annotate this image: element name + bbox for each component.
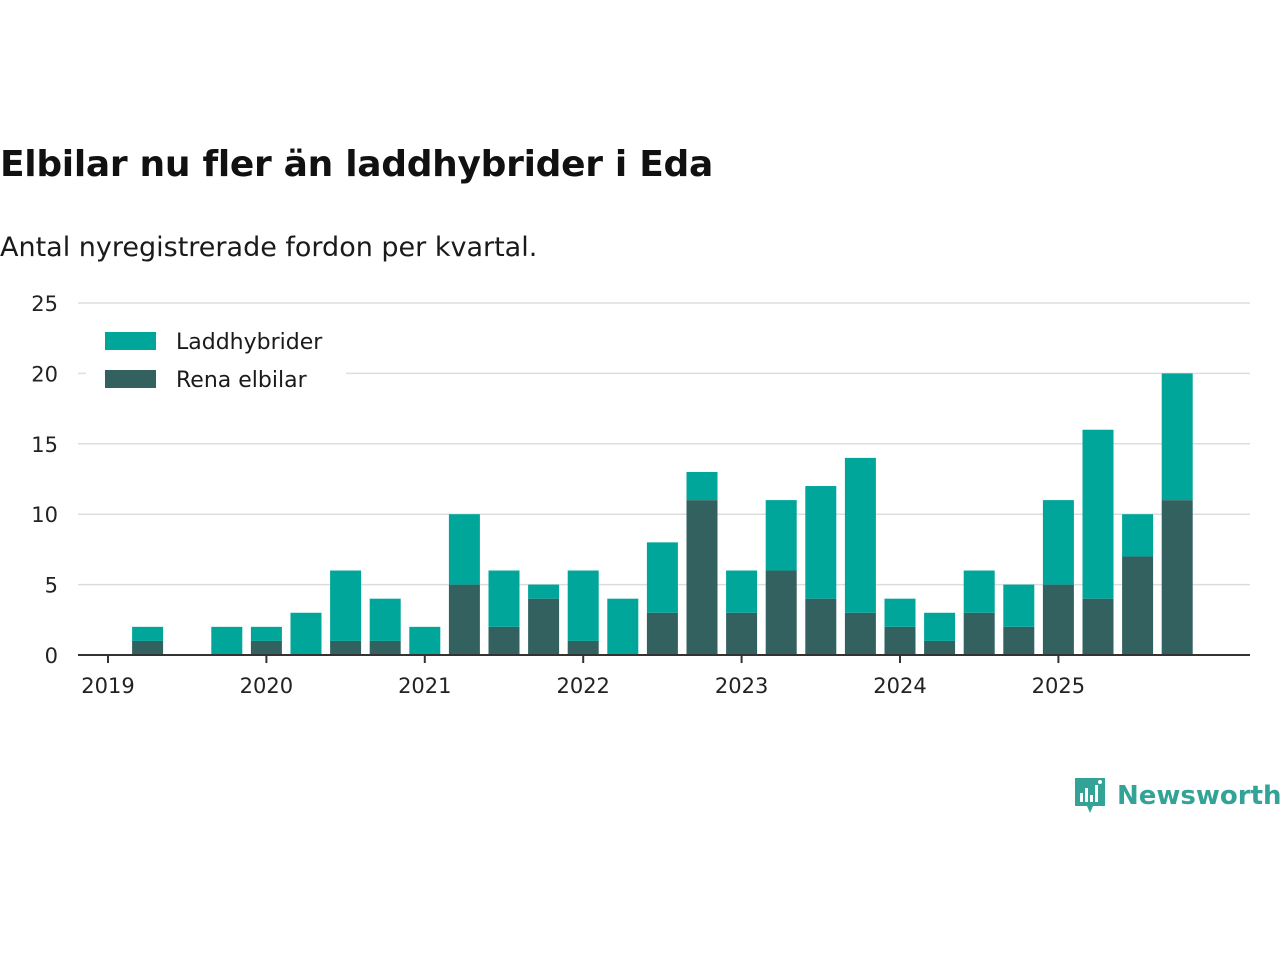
bar-rena-elbilar xyxy=(1042,584,1074,655)
bar-laddhybrider xyxy=(448,514,480,585)
bar-rena-elbilar xyxy=(646,612,678,655)
x-tick-label: 2021 xyxy=(398,674,451,698)
y-tick-label: 25 xyxy=(31,292,58,316)
bar-laddhybrider xyxy=(409,626,441,655)
x-tick-label: 2022 xyxy=(556,674,609,698)
legend-swatch xyxy=(105,332,156,350)
bar-rena-elbilar xyxy=(369,640,401,655)
bar-laddhybrider xyxy=(132,626,164,641)
bar-laddhybrider xyxy=(646,542,678,613)
newsworthy-logo: Newsworthy xyxy=(1073,776,1280,816)
bar-laddhybrider xyxy=(1042,500,1074,585)
y-tick-label: 15 xyxy=(31,433,58,457)
bar-laddhybrider xyxy=(369,598,401,641)
bar-laddhybrider xyxy=(330,570,362,641)
x-tick-label: 2025 xyxy=(1032,674,1085,698)
y-tick-label: 0 xyxy=(45,644,58,668)
bar-rena-elbilar xyxy=(488,626,520,655)
legend-swatch xyxy=(105,370,156,388)
chart-subtitle: Antal nyregistrerade fordon per kvartal. xyxy=(0,232,538,263)
bar-rena-elbilar xyxy=(528,598,560,655)
legend-label: Rena elbilar xyxy=(176,368,308,393)
bar-rena-elbilar xyxy=(1003,626,1035,655)
bar-rena-elbilar xyxy=(1082,598,1114,655)
x-tick-label: 2019 xyxy=(81,674,134,698)
bar-rena-elbilar xyxy=(1161,500,1193,655)
y-tick-label: 20 xyxy=(31,362,58,386)
bar-laddhybrider xyxy=(290,612,322,655)
bar-laddhybrider xyxy=(1082,429,1114,599)
chart-title: Elbilar nu fler än laddhybrider i Eda xyxy=(0,144,713,185)
bar-rena-elbilar xyxy=(726,612,758,655)
bar-laddhybrider xyxy=(884,598,916,627)
bar-laddhybrider xyxy=(765,500,797,571)
legend-label: Laddhybrider xyxy=(176,330,323,355)
bar-rena-elbilar xyxy=(448,584,480,655)
brand-name: Newsworthy xyxy=(1117,781,1280,811)
bar-rena-elbilar xyxy=(330,640,362,655)
bar-rena-elbilar xyxy=(686,500,718,655)
bar-rena-elbilar xyxy=(250,640,282,655)
newsworthy-logo-icon xyxy=(1075,778,1105,813)
bar-rena-elbilar xyxy=(924,640,956,655)
bar-laddhybrider xyxy=(607,598,639,655)
y-tick-label: 10 xyxy=(31,503,58,527)
bar-laddhybrider xyxy=(805,486,837,599)
bar-laddhybrider xyxy=(1003,584,1035,627)
bar-laddhybrider xyxy=(686,471,718,501)
bar-laddhybrider xyxy=(211,626,243,655)
legend: Laddhybrider Rena elbilar xyxy=(86,318,346,402)
bar-laddhybrider xyxy=(726,570,758,613)
bars xyxy=(132,373,1193,655)
y-tick-label: 5 xyxy=(45,574,58,598)
x-tick-label: 2024 xyxy=(873,674,926,698)
x-tick-label: 2023 xyxy=(715,674,768,698)
bar-laddhybrider xyxy=(844,457,876,613)
bar-laddhybrider xyxy=(250,626,282,641)
bar-rena-elbilar xyxy=(844,612,876,655)
bar-rena-elbilar xyxy=(765,570,797,655)
bar-laddhybrider xyxy=(963,570,995,613)
bar-rena-elbilar xyxy=(132,640,164,655)
bar-laddhybrider xyxy=(924,612,956,641)
bar-laddhybrider xyxy=(1161,373,1193,501)
bar-rena-elbilar xyxy=(1122,556,1154,655)
bar-laddhybrider xyxy=(488,570,520,627)
bar-rena-elbilar xyxy=(805,598,837,655)
bar-rena-elbilar xyxy=(884,626,916,655)
bar-rena-elbilar xyxy=(963,612,995,655)
bar-rena-elbilar xyxy=(567,640,599,655)
bar-laddhybrider xyxy=(528,584,560,599)
bar-laddhybrider xyxy=(1122,514,1154,557)
bar-laddhybrider xyxy=(567,570,599,641)
x-tick-label: 2020 xyxy=(240,674,293,698)
